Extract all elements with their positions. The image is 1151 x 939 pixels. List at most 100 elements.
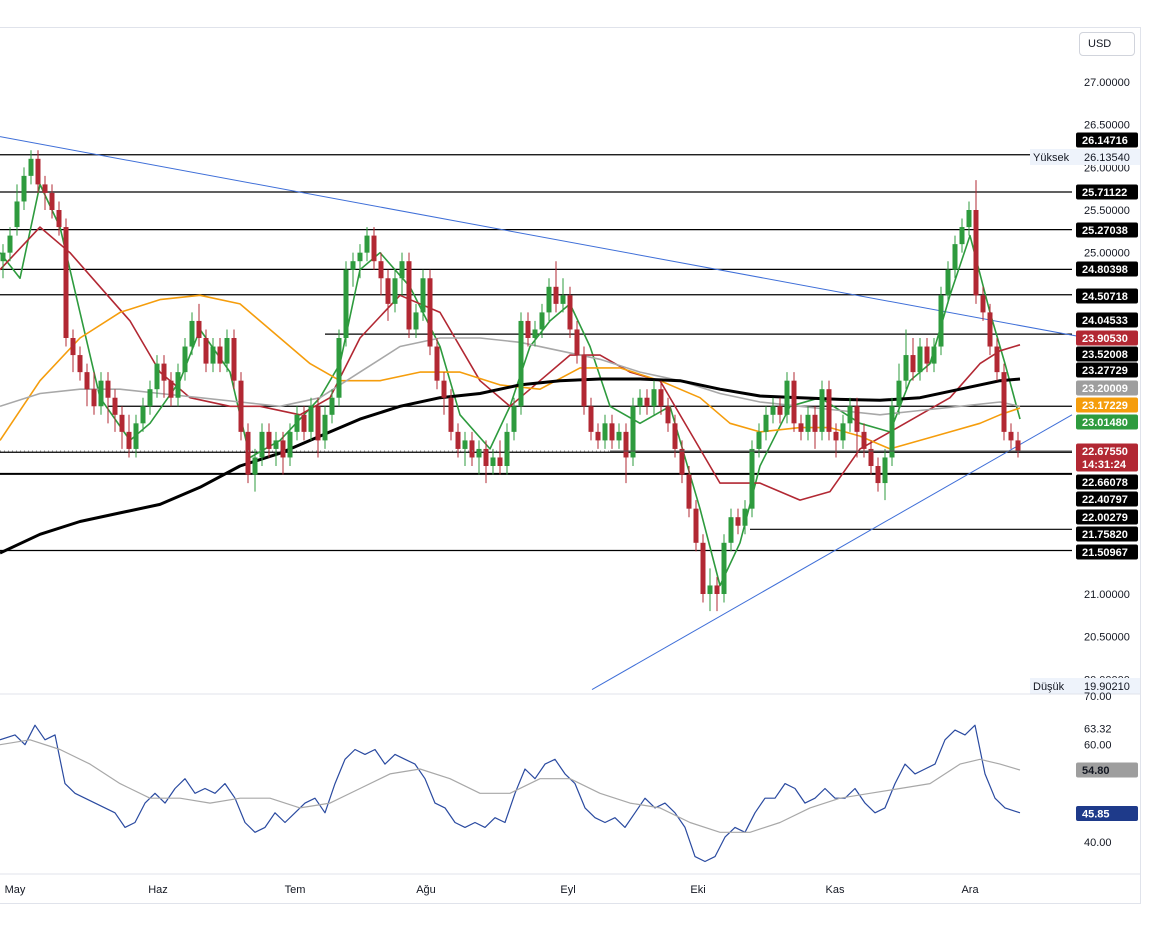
candle	[63, 218, 69, 347]
candle-body	[588, 406, 594, 432]
candle	[14, 184, 20, 236]
candle-body	[140, 406, 146, 424]
candle-body	[1001, 372, 1007, 432]
candle	[490, 448, 496, 475]
candle	[868, 440, 874, 475]
chart-frame	[0, 27, 1141, 904]
level-badge: 21.75820	[1076, 526, 1138, 542]
candle-body	[392, 278, 398, 304]
candle	[588, 397, 594, 441]
candle-body	[231, 338, 237, 381]
candle	[448, 389, 454, 441]
candle	[854, 397, 860, 458]
candle-body	[735, 517, 741, 526]
candle	[343, 261, 349, 347]
currency-button[interactable]: USD	[1079, 32, 1135, 56]
candle	[966, 201, 972, 236]
price-tick-label: 20.50000	[1084, 632, 1130, 644]
candle	[882, 448, 888, 501]
level-badge-bg	[1076, 288, 1138, 304]
time-tick-label: Ağu	[416, 884, 436, 896]
time-tick-label: Kas	[826, 884, 845, 896]
candle-body	[196, 320, 202, 338]
time-axis[interactable]: May Haz Tem Ağu Eyl Eki Kas Ara	[0, 873, 1140, 896]
time-tick-label: Eki	[690, 884, 705, 896]
level-badge-bg	[1076, 544, 1138, 560]
candle	[189, 312, 195, 356]
candle-body	[98, 380, 104, 407]
candle	[329, 389, 335, 424]
candle-body	[567, 295, 573, 330]
price-tick-label: 27.00000	[1084, 77, 1130, 89]
candle-body	[763, 414, 769, 432]
candle-body	[210, 346, 216, 364]
candle-body	[994, 346, 1000, 373]
level-badge: 24.80398	[1076, 261, 1138, 277]
candle-body	[952, 244, 958, 270]
candle-body	[154, 363, 160, 390]
candle-body	[189, 320, 195, 347]
candle	[686, 466, 692, 518]
extreme-label-text: Düşük	[1033, 681, 1065, 693]
candle-body	[441, 380, 447, 398]
candle	[1008, 423, 1014, 449]
candle-body	[609, 423, 615, 441]
candle-body	[336, 338, 342, 398]
candle-body	[133, 423, 139, 449]
price-badge-bg	[1076, 443, 1138, 472]
candle-body	[413, 312, 419, 330]
trendline	[591, 414, 1073, 691]
candle-body	[329, 397, 335, 415]
candle-body	[637, 397, 643, 407]
candle-body	[182, 346, 188, 373]
candle-body	[917, 346, 923, 373]
candle-body	[252, 457, 258, 475]
candle	[574, 320, 580, 364]
candle	[28, 150, 34, 185]
level-badge: 25.71122	[1076, 184, 1138, 200]
candle	[644, 389, 650, 415]
extreme-label-bg	[1030, 149, 1140, 165]
candle-body	[49, 192, 55, 210]
candle	[721, 534, 727, 603]
candle	[693, 500, 699, 552]
candle-body	[546, 286, 552, 313]
candle	[140, 397, 146, 432]
candle-body	[315, 406, 321, 441]
price-tick-label: 25.50000	[1084, 205, 1130, 217]
candle	[105, 372, 111, 424]
candle	[987, 303, 993, 356]
candle	[952, 235, 958, 279]
candle-body	[931, 346, 937, 364]
candle-body	[714, 585, 720, 594]
candle	[224, 329, 230, 373]
candle	[21, 167, 27, 210]
candle	[798, 414, 804, 441]
candle-body	[462, 440, 468, 449]
candle	[392, 269, 398, 313]
level-badge: 24.04533	[1076, 312, 1138, 328]
candle-body	[728, 517, 734, 543]
candle-body	[791, 380, 797, 424]
indicator-badge: 54.80	[1076, 762, 1138, 778]
candle	[119, 406, 125, 449]
candle-body	[910, 355, 916, 373]
candle-body	[126, 431, 132, 449]
candle	[161, 355, 167, 398]
candle	[231, 329, 237, 390]
candle-body	[175, 372, 181, 398]
candle	[518, 312, 524, 415]
time-tick-label: May	[5, 884, 26, 896]
candle-body	[434, 346, 440, 381]
candle	[511, 397, 517, 441]
candle	[154, 355, 160, 398]
candle-body	[476, 448, 482, 458]
candle	[483, 440, 489, 484]
candle-body	[14, 201, 20, 228]
price-badge-label: 23.27729	[1082, 365, 1128, 377]
indicator-badge: 45.85	[1076, 806, 1138, 822]
horizontal-levels	[0, 154, 1072, 552]
